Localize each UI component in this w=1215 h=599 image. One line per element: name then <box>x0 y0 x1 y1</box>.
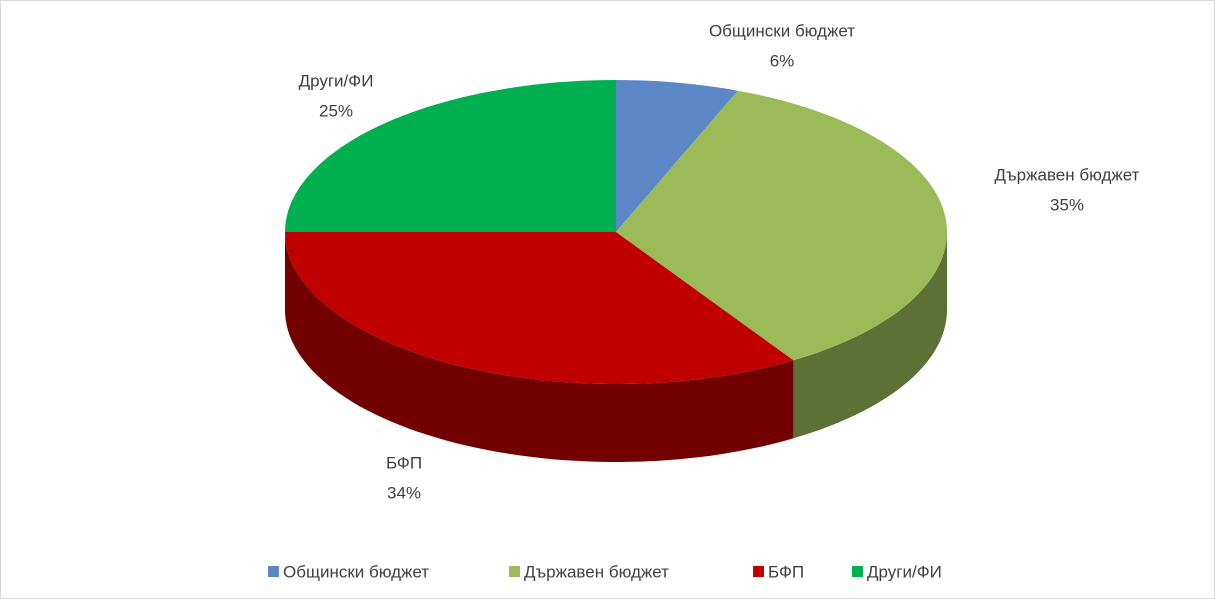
data-label-name: Общински бюджет <box>709 21 855 40</box>
legend-swatch <box>753 566 764 577</box>
data-label-name: Държавен бюджет <box>995 165 1140 184</box>
legend-label: Други/ФИ <box>867 562 942 581</box>
legend-swatch <box>852 566 863 577</box>
slice <box>616 80 738 232</box>
legend-label: Общински бюджет <box>283 562 429 581</box>
legend-label: Държавен бюджет <box>524 562 669 581</box>
data-label-name: БФП <box>386 453 422 472</box>
legend-label: БФП <box>768 562 804 581</box>
data-label-value: 35% <box>1050 195 1084 214</box>
data-label-name: Други/ФИ <box>299 71 374 90</box>
slice-side <box>793 232 947 439</box>
legend-swatch <box>268 566 279 577</box>
slice <box>616 90 947 361</box>
data-label-value: 6% <box>770 51 795 70</box>
data-label-value: 25% <box>319 101 353 120</box>
slice <box>285 232 794 384</box>
slice <box>285 80 616 232</box>
slice-side <box>285 232 794 462</box>
data-label-value: 34% <box>387 483 421 502</box>
legend-swatch <box>509 566 520 577</box>
